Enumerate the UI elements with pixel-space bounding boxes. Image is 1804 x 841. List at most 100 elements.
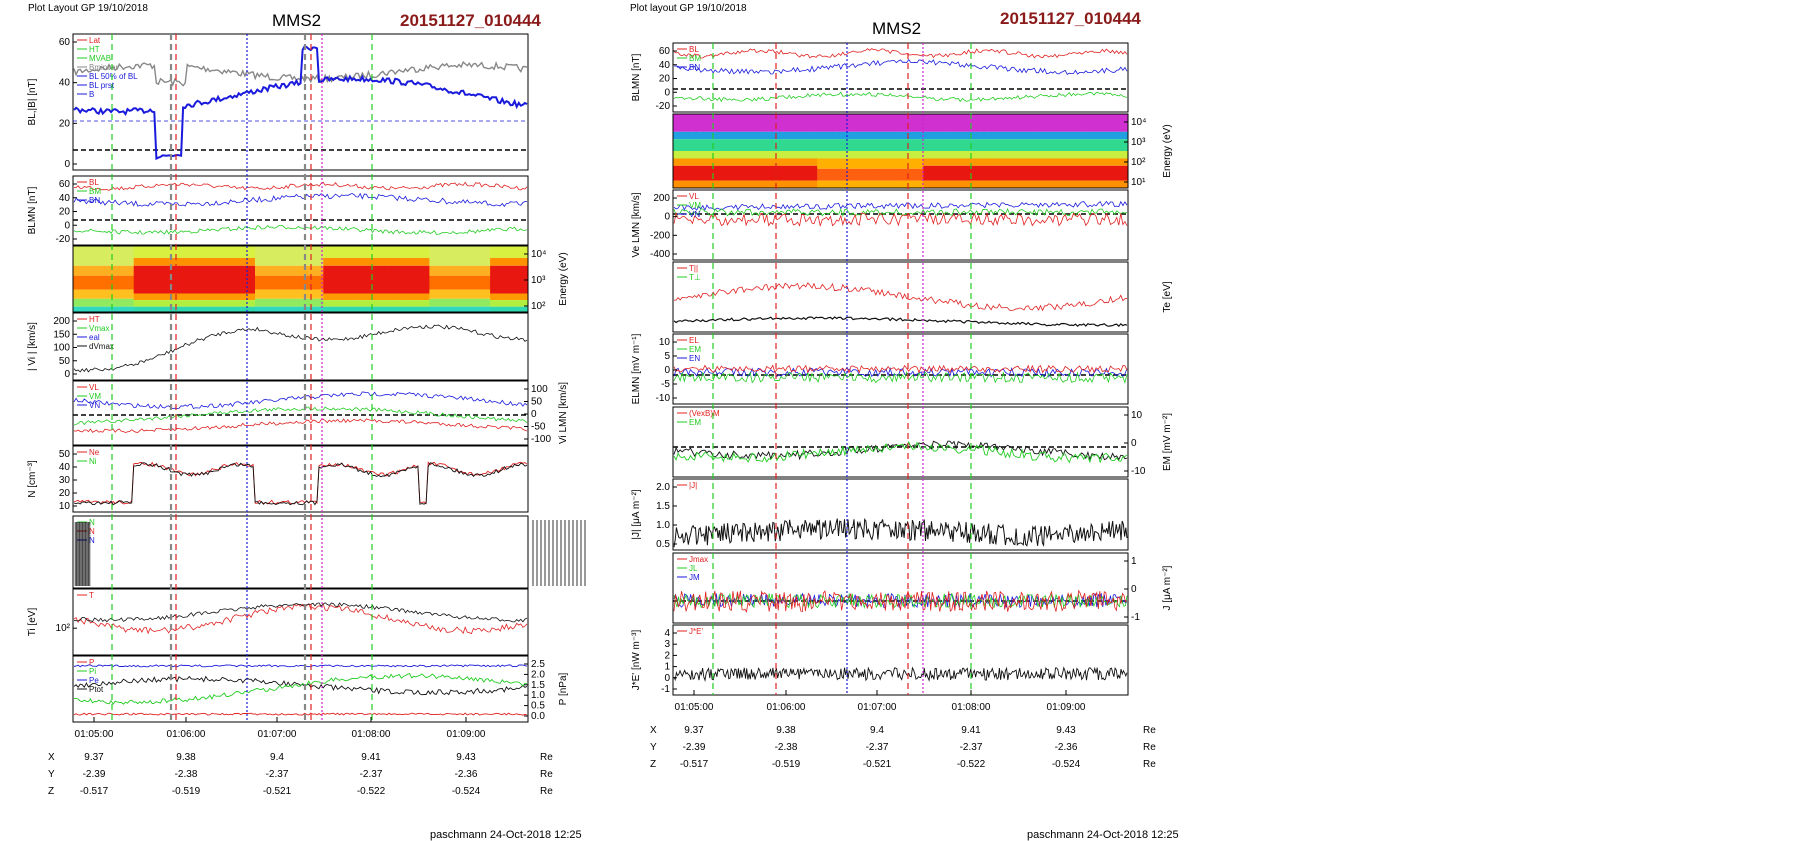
left-spec-cell: [353, 306, 362, 312]
right-spec-cell: [1029, 180, 1038, 188]
left-spec-cell: [179, 257, 188, 266]
right-ytick-label: 10¹: [1131, 177, 1146, 188]
right-ylabel-spec: Energy (eV): [1162, 124, 1173, 177]
right-spec-cell: [999, 158, 1008, 166]
left-legend-label-vilmn: VL: [89, 383, 99, 392]
right-coord-unit: Re: [1143, 725, 1156, 736]
left-spec-cell: [444, 265, 453, 276]
right-spec-cell: [718, 165, 727, 181]
right-spec-cell: [877, 180, 886, 188]
right-ytick-label: 0: [1131, 438, 1137, 449]
right-spec-frame: [672, 113, 1129, 189]
left-spec-cell: [194, 306, 203, 312]
right-spec-cell: [877, 139, 886, 151]
left-spec-cell: [399, 293, 408, 301]
left-spec-cell: [444, 275, 453, 290]
right-spec-cell: [1006, 165, 1015, 181]
left-spec-cell: [429, 306, 438, 312]
right-spec-cell: [900, 139, 909, 151]
left-legend-label-vi: HT: [89, 315, 100, 324]
left-spec-cell: [474, 265, 483, 276]
left-spec-cell: [201, 246, 210, 258]
right-spec-cell: [1037, 180, 1046, 188]
right-spec-cell: [870, 151, 879, 159]
right-spec-cell: [756, 151, 765, 159]
right-ytick-label: -10: [656, 393, 671, 404]
right-spec-cell: [695, 158, 704, 166]
left-spec-cell: [217, 257, 226, 266]
right-ve-series-0: [673, 200, 1128, 211]
right-spec-cell: [892, 139, 901, 151]
right-spec-cell: [680, 165, 689, 181]
left-spec-cell: [512, 246, 521, 258]
left-spec-cell: [459, 289, 468, 299]
right-spec-cell: [710, 151, 719, 159]
left-coord-value: 9.37: [84, 752, 104, 763]
right-spec-cell: [718, 180, 727, 188]
left-spec-cell: [95, 298, 104, 307]
right-spec-cell: [817, 151, 826, 159]
right-blmn-series-2: [673, 91, 1128, 103]
right-spec-cell: [1067, 158, 1076, 166]
right-spec-cell: [908, 158, 917, 169]
left-ytick-label: 0.0: [531, 711, 545, 722]
right-spec-cell: [961, 180, 970, 188]
right-spec-cell: [786, 139, 795, 151]
right-spec-cell: [877, 168, 886, 181]
right-spec-cell: [801, 158, 810, 166]
left-spec-cell: [232, 246, 241, 258]
right-spec-cell: [855, 158, 864, 169]
left-spec-cell: [103, 298, 112, 307]
right-spec-cell: [839, 180, 848, 188]
left-spec-cell: [376, 293, 385, 301]
right-spec-cell: [1067, 114, 1076, 132]
left-legend-label-vilmn: VN: [89, 401, 100, 410]
left-legend-label-p: Pe: [89, 676, 99, 685]
left-coord-row-label: X: [48, 752, 55, 763]
left-spec-cell: [421, 300, 430, 307]
left-spec-cell: [482, 289, 491, 299]
left-blmn-series-2: [73, 225, 528, 235]
right-spec-cell: [688, 165, 697, 181]
left-panel-frame-n: [72, 445, 529, 513]
left-spec-cell: [103, 246, 112, 266]
left-vilmn-series-2: [73, 418, 528, 434]
right-spec-cell: [877, 131, 886, 140]
right-spec-cell: [741, 165, 750, 181]
right-jlmn-series-1: [673, 592, 1128, 610]
left-coord-unit: Re: [540, 769, 553, 780]
right-spec-cell: [794, 139, 803, 151]
right-spec-cell: [847, 131, 856, 140]
left-legend-label-norm: N: [89, 536, 95, 545]
right-te-series-0: [673, 282, 1128, 312]
left-spec-cell: [308, 298, 317, 307]
left-spec-cell: [444, 306, 453, 312]
right-spec-cell: [832, 168, 841, 181]
right-xtick-label: 01:05:00: [675, 702, 714, 713]
right-ytick-label: -10: [1131, 466, 1146, 477]
left-ylabel-n: N [cm⁻³]: [27, 460, 38, 498]
right-spec-cell: [870, 114, 879, 132]
right-spec-cell: [748, 131, 757, 140]
left-spec-cell: [141, 265, 150, 294]
right-spec-cell: [710, 139, 719, 151]
left-spec-cell: [497, 293, 506, 301]
left-spec-cell: [391, 257, 400, 266]
right-spec-cell: [718, 151, 727, 159]
left-spec-cell: [353, 293, 362, 301]
right-spec-cell: [756, 180, 765, 188]
right-spec-cell: [938, 139, 947, 151]
right-spec-cell: [923, 131, 932, 140]
right-em-series-1: [673, 440, 1128, 464]
left-spec-cell: [315, 306, 324, 312]
left-spec-cell: [194, 293, 203, 301]
left-panel-frame-vilmn: [72, 380, 529, 446]
right-spec-cell: [741, 131, 750, 140]
right-spec-cell: [741, 114, 750, 132]
right-spec-cell: [855, 131, 864, 140]
right-legend-label-elmn: EL: [689, 336, 699, 345]
left-ytick-label: 60: [59, 179, 71, 190]
left-legend-label-ti: T: [89, 591, 94, 600]
